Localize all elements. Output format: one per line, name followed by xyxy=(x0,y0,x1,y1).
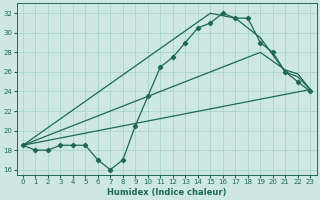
X-axis label: Humidex (Indice chaleur): Humidex (Indice chaleur) xyxy=(107,188,226,197)
